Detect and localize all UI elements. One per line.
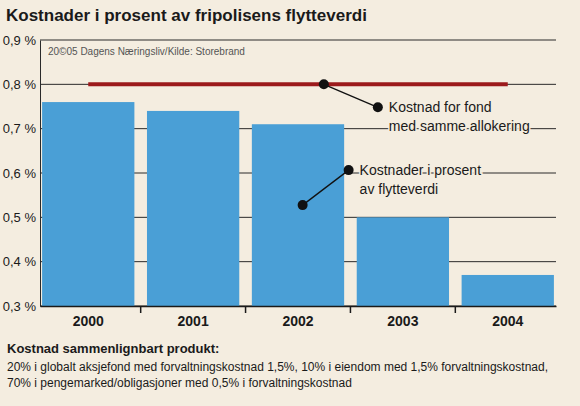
y-tick: 0,3 % (3, 299, 40, 314)
x-tick-label: 2000 (73, 313, 104, 329)
bar (252, 124, 344, 306)
leader-dot (373, 102, 383, 112)
y-tick: 0,8 % (3, 77, 40, 92)
x-axis: 2000 2001 2002 2003 2004 (41, 306, 557, 329)
leader-line (324, 84, 378, 107)
x-tick-label: 2001 (178, 313, 209, 329)
note-title: Kostnad sammenlignbart produkt: (7, 341, 219, 356)
y-tick-label: 0,4 % (3, 254, 37, 269)
grid-line (40, 84, 556, 85)
marks (42, 84, 554, 306)
leader-dot (298, 200, 308, 210)
line (88, 82, 508, 86)
x-axis-line (41, 306, 557, 308)
x-tick-label: 2004 (492, 313, 523, 329)
y-tick-label: 0,9 % (3, 33, 37, 48)
bar (42, 102, 134, 306)
y-tick-label: 0,7 % (3, 121, 37, 136)
x-tick-label: 2002 (282, 313, 313, 329)
grid (40, 40, 556, 306)
x-tick: 2002 (282, 306, 313, 329)
title: Kostnader i prosent av fripolisens flytt… (6, 6, 367, 25)
chart-svg: Kostnader i prosent av fripolisens flytt… (0, 0, 580, 406)
x-tick: 2003 (387, 306, 418, 329)
bar (357, 217, 449, 306)
y-tick-label: 0,6 % (3, 166, 37, 181)
source: 20©05 Dagens Næringsliv/Kilde: Storebran… (48, 46, 245, 57)
bar (462, 275, 554, 306)
annotations: Kostnader i prosentav flytteverdi Kostnad… (298, 79, 530, 210)
y-axis: 0,3 % 0,4 % 0,5 % 0,6 % 0,7 % 0,8 % 0,9 % (3, 33, 41, 314)
category-separators (141, 306, 456, 313)
bar (147, 111, 239, 306)
category-separator (245, 306, 247, 313)
y-tick-label: 0,5 % (3, 210, 37, 225)
y-axis-line (40, 41, 41, 307)
y-tick-label: 0,8 % (3, 77, 37, 92)
y-tick-label: 0,3 % (3, 299, 37, 314)
note: 20% i globalt aksjefond med forvaltnings… (7, 360, 548, 390)
series-label: Kostnad for fondmed samme allokering (389, 99, 530, 134)
background (0, 0, 580, 406)
series-label: Kostnader i prosentav flytteverdi (360, 162, 482, 197)
y-tick: 0,7 % (3, 121, 40, 136)
y-tick: 0,4 % (3, 254, 40, 269)
y-tick: 0,6 % (3, 166, 40, 181)
x-tick: 2000 (73, 306, 104, 329)
x-tick: 2001 (178, 306, 209, 329)
x-tick: 2004 (492, 306, 523, 329)
grid-line (40, 40, 556, 41)
leader-dot (344, 165, 354, 175)
category-separator (140, 306, 142, 313)
y-tick: 0,5 % (3, 210, 40, 225)
category-separator (350, 306, 352, 313)
leader-line (303, 170, 349, 205)
x-tick-label: 2003 (387, 313, 418, 329)
y-tick: 0,9 % (3, 33, 40, 48)
leader-dot (319, 79, 329, 89)
chart-container: Kostnader i prosent av fripolisens flytt… (0, 0, 580, 406)
category-separator (455, 306, 457, 313)
